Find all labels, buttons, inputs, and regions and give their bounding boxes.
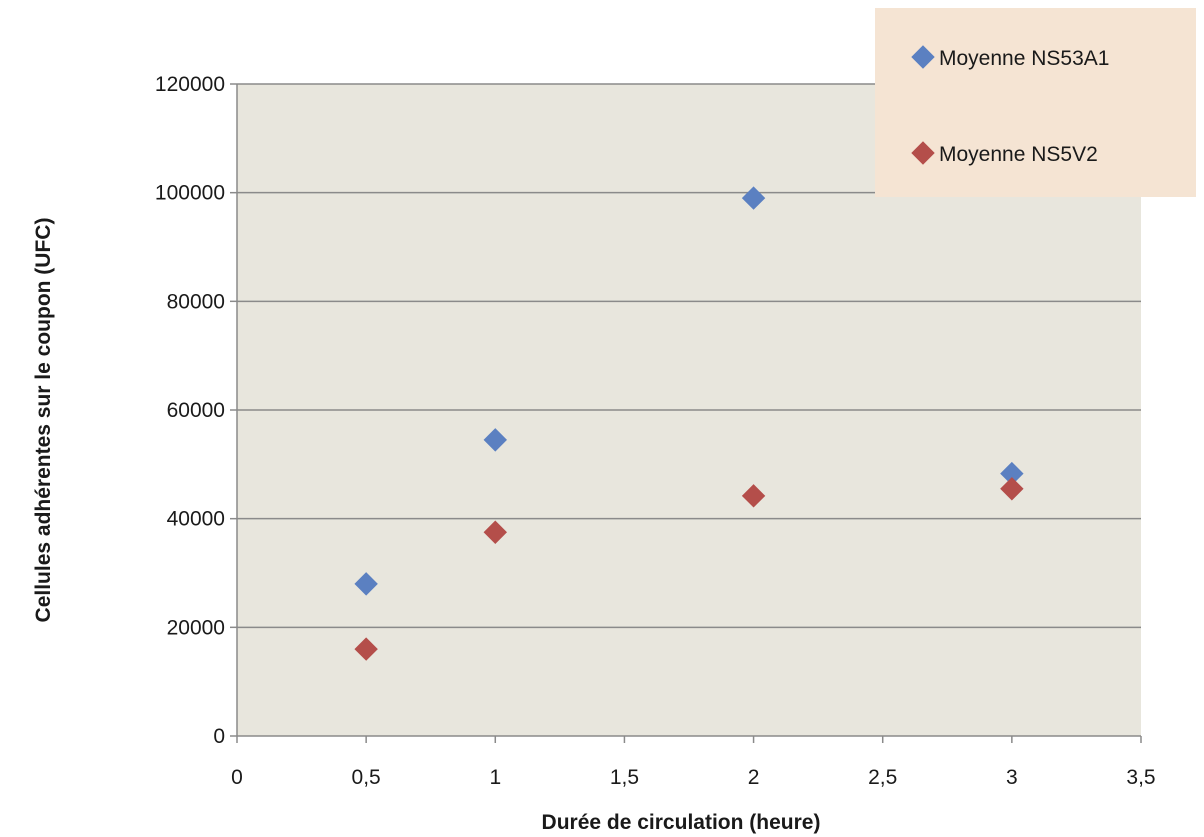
x-tick-label: 2 (748, 766, 760, 789)
legend: Moyenne NS53A1 Moyenne NS5V2 (875, 8, 1196, 197)
data-point-series-2 (1000, 477, 1024, 501)
y-tick-label: 60000 (167, 399, 225, 422)
legend-label-series-2: Moyenne NS5V2 (939, 143, 1098, 166)
y-tick-label: 40000 (167, 508, 225, 531)
legend-box (875, 8, 1196, 197)
y-axis-title: Cellules adhérentes sur le coupon (UFC) (32, 218, 55, 623)
data-point-series-2 (354, 637, 378, 661)
y-tick-label: 20000 (167, 616, 225, 639)
legend-marker-series-2 (911, 141, 935, 165)
x-tick-label: 3,5 (1126, 766, 1155, 789)
data-point-series-2 (741, 484, 766, 508)
legend-label-series-1: Moyenne NS53A1 (939, 47, 1109, 70)
y-tick-label: 0 (213, 725, 225, 748)
x-tick-label: 1 (489, 766, 501, 789)
x-tick-label: 0,5 (352, 766, 381, 789)
data-point-series-2 (483, 520, 507, 544)
data-point-series-1 (354, 572, 378, 596)
x-tick-label: 1,5 (610, 766, 639, 789)
x-axis-ticks: 0 0,5 1 1,5 2 2,5 3 3,5 (231, 736, 1156, 789)
data-point-series-1 (483, 428, 507, 452)
y-tick-label: 120000 (155, 73, 225, 96)
data-point-series-1 (741, 186, 766, 210)
x-tick-label: 2,5 (868, 766, 897, 789)
y-tick-label: 100000 (155, 182, 225, 205)
x-tick-label: 3 (1006, 766, 1018, 789)
y-tick-label: 80000 (167, 290, 225, 313)
y-axis-ticks: 0 20000 40000 60000 80000 100000 120000 (155, 73, 237, 748)
legend-marker-series-1 (911, 45, 935, 69)
x-axis-title: Durée de circulation (heure) (542, 811, 821, 834)
x-tick-label: 0 (231, 766, 243, 789)
data-points (354, 186, 1024, 661)
